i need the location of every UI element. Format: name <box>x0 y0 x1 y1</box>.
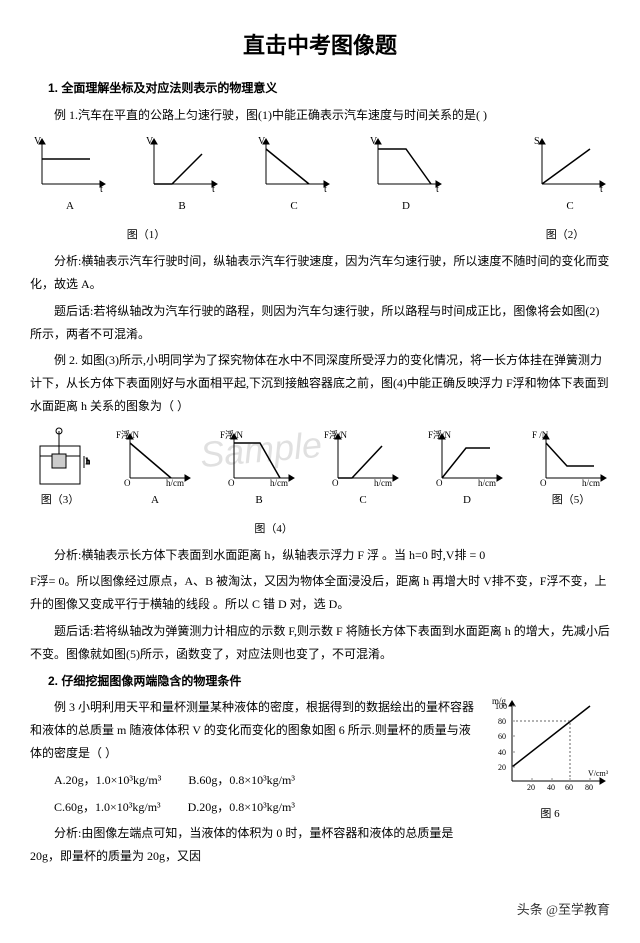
svg-text:V: V <box>146 136 154 147</box>
fig-label: A <box>30 196 110 217</box>
svg-text:60: 60 <box>498 732 506 741</box>
svg-text:O: O <box>332 478 339 488</box>
svg-text:F浮/N: F浮/N <box>428 429 452 440</box>
svg-text:40: 40 <box>498 748 506 757</box>
fig2: St C <box>530 134 610 217</box>
svg-text:V: V <box>370 136 378 147</box>
fig4-b: F浮/N h/cm O B <box>220 428 298 511</box>
ex2-analysis2: F浮= 0。所以图像经过原点，A、B 被淘汰，又因为物体全面浸没后，距离 h 再… <box>30 570 610 616</box>
ex2-followup: 题后话:若将纵轴改为弹簧测力计相应的示数 F,则示数 F 将随长方体下表面到水面… <box>30 620 610 666</box>
fig1-c: Vt C <box>254 134 334 217</box>
svg-text:F浮/N: F浮/N <box>220 429 244 440</box>
svg-text:h/cm: h/cm <box>166 478 184 488</box>
svg-text:20: 20 <box>527 783 535 792</box>
fig-label: D <box>428 490 506 511</box>
fig1-b: Vt B <box>142 134 222 217</box>
ex2-analysis1: 分析:横轴表示长方体下表面到水面距离 h，纵轴表示浮力 F 浮 。当 h=0 时… <box>30 544 610 567</box>
svg-text:t: t <box>600 184 603 194</box>
fig3: h 图（3） <box>30 426 90 511</box>
fig5: F /N h/cm O 图（5） <box>532 428 610 511</box>
opt-a: A.20g，1.0×10³kg/m³ <box>54 773 161 787</box>
svg-text:h/cm: h/cm <box>478 478 496 488</box>
ex3-analysis: 分析:由图像左端点可知，当液体的体积为 0 时，量杯容器和液体的总质量是 20g… <box>30 822 610 868</box>
fig1-caption: 图（1） <box>30 225 262 246</box>
ex1-analysis: 分析:横轴表示汽车行驶时间，纵轴表示汽车行驶速度，因为汽车匀速行驶，所以速度不随… <box>30 250 610 296</box>
ex1-prompt: 例 1.汽车在平直的公路上匀速行驶，图(1)中能正确表示汽车速度与时间关系的是(… <box>30 104 610 127</box>
svg-text:V: V <box>34 136 42 147</box>
fig-label: D <box>366 196 446 217</box>
fig4-d: F浮/N h/cm O D <box>428 428 506 511</box>
opt-d: D.20g，0.8×10³kg/m³ <box>188 800 295 814</box>
section1-heading: 1. 全面理解坐标及对应法则表示的物理意义 <box>30 77 610 100</box>
svg-text:100: 100 <box>495 702 507 711</box>
fig3-caption: 图（3） <box>30 490 90 511</box>
fig-label: B <box>220 490 298 511</box>
svg-text:F浮/N: F浮/N <box>324 429 348 440</box>
svg-text:O: O <box>540 478 547 488</box>
fig-label: C <box>530 196 610 217</box>
fig-label: C <box>324 490 402 511</box>
svg-text:40: 40 <box>547 783 555 792</box>
fig5-caption: 图（5） <box>532 490 610 511</box>
svg-text:F /N: F /N <box>532 430 549 440</box>
ex2-prompt: 例 2. 如图(3)所示,小明同学为了探究物体在水中不同深度所受浮力的变化情况，… <box>30 349 610 417</box>
fig4-a: F浮/N h/cm O A <box>116 428 194 511</box>
svg-text:F浮/N: F浮/N <box>116 429 140 440</box>
fig-label: C <box>254 196 334 217</box>
svg-text:V/cm³: V/cm³ <box>588 769 609 778</box>
svg-text:O: O <box>124 478 131 488</box>
opt-b: B.60g，0.8×10³kg/m³ <box>188 773 295 787</box>
svg-text:S: S <box>534 136 540 147</box>
fig-label: A <box>116 490 194 511</box>
svg-text:O: O <box>436 478 443 488</box>
opt-c: C.60g，1.0×10³kg/m³ <box>54 800 161 814</box>
svg-text:60: 60 <box>565 783 573 792</box>
section2-heading: 2. 仔细挖掘图像两端隐含的物理条件 <box>30 670 610 693</box>
svg-text:t: t <box>436 184 439 194</box>
svg-text:h/cm: h/cm <box>582 478 600 488</box>
svg-text:20: 20 <box>498 763 506 772</box>
figure-row-1: Vt A Vt B Vt C Vt D St C <box>30 134 610 217</box>
svg-text:t: t <box>324 184 327 194</box>
page-footer: 头条 @至学教育 <box>30 898 610 923</box>
fig4-caption: 图（4） <box>100 519 448 540</box>
fig1-a: Vt A <box>30 134 110 217</box>
svg-text:O: O <box>228 478 235 488</box>
svg-text:80: 80 <box>498 717 506 726</box>
ex1-followup: 题后话:若将纵轴改为汽车行驶的路程，则因为汽车匀速行驶，所以路程与时间成正比，图… <box>30 300 610 346</box>
fig6: m/g 20406080100 20406080 V/cm³ 图 6 <box>490 696 610 825</box>
svg-text:V: V <box>258 136 266 147</box>
svg-text:h: h <box>86 457 90 466</box>
fig6-caption: 图 6 <box>490 804 610 825</box>
page-title: 直击中考图像题 <box>30 25 610 67</box>
fig2-caption: 图（2） <box>520 225 610 246</box>
svg-text:t: t <box>100 184 103 194</box>
fig1-d: Vt D <box>366 134 446 217</box>
figure-row-2: h 图（3） F浮/N h/cm O A F浮/N h/cm O B F浮/N h/cm O… <box>30 426 610 511</box>
fig4-c: F浮/N h/cm O C <box>324 428 402 511</box>
svg-text:t: t <box>212 184 215 194</box>
svg-text:h/cm: h/cm <box>270 478 288 488</box>
fig-label: B <box>142 196 222 217</box>
svg-text:80: 80 <box>585 783 593 792</box>
svg-text:h/cm: h/cm <box>374 478 392 488</box>
